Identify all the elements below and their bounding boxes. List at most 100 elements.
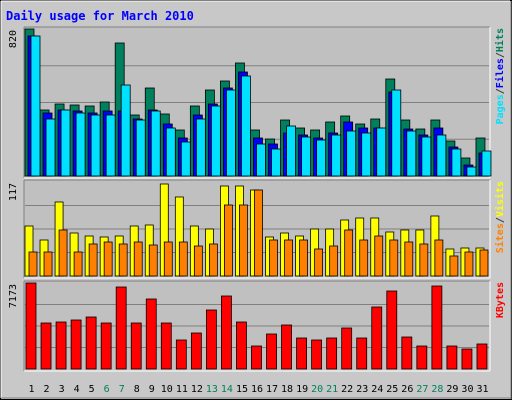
bar-kbytes-day-6: [100, 322, 112, 370]
bar-sites-day-23: [359, 239, 369, 277]
bar-pages-day-11: [180, 141, 191, 177]
x-tick-label-day-28: 28: [431, 384, 443, 395]
bar-sites-day-27: [419, 243, 429, 277]
bar-kbytes-day-13: [205, 309, 217, 370]
bar-kbytes-day-9: [145, 298, 157, 370]
bar-pages-day-5: [90, 114, 101, 177]
panel-kbytes: 7173 KBytes: [8, 280, 506, 372]
bar-kbytes-day-19: [296, 337, 307, 370]
chart-title: Daily usage for March 2010: [6, 9, 194, 23]
x-tick-label-day-9: 9: [149, 384, 155, 395]
legend-item-hits-4: Hits: [494, 28, 506, 52]
bar-kbytes-day-20: [311, 339, 323, 370]
bar-sites-day-8: [133, 241, 143, 277]
legend-item-hits-2: Files: [494, 58, 506, 88]
bar-kbytes-day-25: [386, 290, 398, 370]
x-tick-label-day-2: 2: [44, 384, 50, 395]
bar-pages-day-15: [241, 75, 251, 177]
bar-sites-day-6: [103, 241, 113, 277]
legend-item-kbytes-0: KBytes: [495, 282, 506, 318]
bar-pages-day-9: [150, 110, 161, 177]
bar-sites-day-15: [239, 204, 248, 277]
bar-kbytes-day-4: [70, 319, 82, 370]
x-tick-label-day-10: 10: [161, 384, 173, 395]
panel-hits-max-label: 820: [8, 30, 19, 48]
legend-item-visits-0: Sites: [494, 223, 506, 253]
legend-item-hits-0: Pages: [495, 94, 506, 124]
x-tick-label-day-5: 5: [89, 384, 95, 395]
panel-visits: 117 Sites/Visits: [8, 179, 506, 279]
bar-sites-day-21: [329, 245, 339, 277]
x-tick-label-day-3: 3: [59, 384, 65, 395]
bar-pages-day-23: [361, 132, 372, 177]
x-tick-label-day-4: 4: [74, 384, 80, 395]
x-tick-label-day-26: 26: [401, 384, 413, 395]
bar-sites-day-4: [73, 251, 83, 277]
bar-sites-day-20: [314, 248, 324, 277]
x-tick-label-day-17: 17: [266, 384, 278, 395]
bar-kbytes-day-23: [356, 337, 368, 370]
legend-item-hits-3: /: [495, 52, 506, 58]
x-tick-label-day-18: 18: [281, 384, 293, 395]
bar-sites-day-25: [389, 239, 399, 277]
x-tick-label-day-8: 8: [134, 384, 140, 395]
bar-sites-day-14: [224, 204, 233, 277]
bar-pages-day-6: [105, 114, 116, 177]
bar-sites-day-9: [148, 244, 158, 277]
bar-sites-day-28: [434, 239, 444, 277]
panel-visits-legend: Sites/Visits: [494, 181, 506, 253]
bar-kbytes-day-8: [130, 322, 142, 370]
bar-pages-day-19: [301, 136, 311, 177]
legend-item-visits-1: /: [495, 217, 506, 223]
bar-kbytes-day-24: [371, 306, 383, 370]
panel-kbytes-legend: KBytes: [495, 282, 506, 318]
bar-kbytes-day-2: [40, 322, 52, 370]
x-tick-label-day-25: 25: [386, 384, 398, 395]
bar-sites-day-11: [178, 241, 188, 277]
bar-sites-day-13: [208, 243, 218, 277]
bar-pages-day-13: [210, 105, 221, 177]
bar-pages-day-30: [466, 166, 477, 177]
bar-sites-day-17: [269, 239, 278, 277]
x-tick-label-day-23: 23: [356, 384, 368, 395]
x-tick-label-day-13: 13: [206, 384, 218, 395]
legend-item-visits-2: Visits: [494, 181, 506, 217]
bar-pages-day-25: [391, 89, 402, 177]
bar-kbytes-day-28: [431, 285, 443, 370]
bar-pages-day-22: [346, 130, 357, 177]
bar-pages-day-18: [286, 125, 296, 177]
bar-pages-day-1: [30, 35, 41, 177]
x-tick-label-day-11: 11: [176, 384, 188, 395]
bar-pages-day-17: [271, 148, 281, 177]
x-tick-label-day-21: 21: [326, 384, 338, 395]
bar-sites-day-26: [404, 241, 414, 277]
panel-kbytes-max-label: 7173: [8, 284, 19, 308]
bar-sites-day-1: [28, 251, 38, 277]
bar-sites-day-29: [449, 255, 459, 277]
x-tick-label-day-7: 7: [119, 384, 125, 395]
bar-pages-day-7: [120, 84, 131, 177]
bar-kbytes-day-31: [476, 343, 488, 370]
bar-kbytes-day-12: [190, 332, 202, 370]
bar-sites-day-31: [479, 249, 489, 277]
bar-pages-day-27: [421, 136, 432, 177]
bar-pages-day-10: [165, 127, 176, 177]
bar-sites-day-22: [344, 229, 354, 277]
bar-pages-day-14: [226, 89, 236, 177]
bar-kbytes-day-10: [160, 322, 172, 370]
bar-sites-day-10: [163, 241, 173, 277]
bar-pages-day-26: [406, 130, 417, 177]
bar-kbytes-day-14: [221, 295, 232, 370]
bar-sites-day-3: [58, 229, 68, 277]
x-tick-label-day-14: 14: [221, 384, 233, 395]
bar-sites-day-19: [299, 239, 308, 277]
bar-kbytes-day-30: [461, 348, 473, 370]
bar-kbytes-day-29: [446, 345, 458, 370]
bar-pages-day-31: [481, 150, 492, 177]
bar-kbytes-day-21: [326, 337, 338, 370]
x-tick-label-day-16: 16: [251, 384, 263, 395]
x-tick-label-day-30: 30: [461, 384, 473, 395]
panel-visits-max-label: 117: [8, 183, 19, 201]
